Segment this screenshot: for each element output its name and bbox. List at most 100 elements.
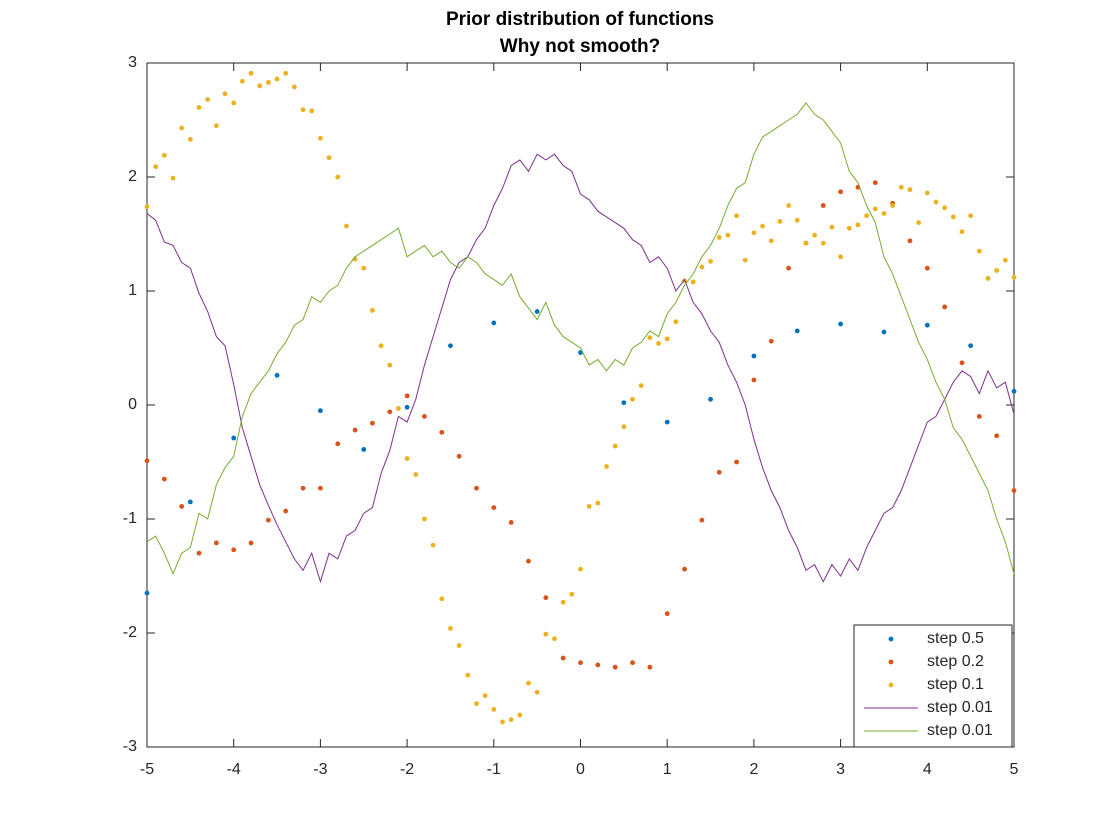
data-point: [396, 406, 401, 411]
data-point: [300, 107, 306, 113]
data-point: [239, 78, 245, 84]
data-point: [682, 566, 687, 572]
data-point: [300, 485, 306, 491]
data-point: [647, 335, 653, 341]
data-point: [942, 205, 948, 211]
data-point: [508, 717, 514, 723]
data-point: [213, 540, 219, 546]
data-point: [604, 464, 609, 469]
data-point: [430, 542, 436, 548]
data-point: [699, 517, 705, 523]
x-tick-label: 5: [1010, 761, 1019, 778]
data-point: [699, 264, 705, 270]
data-point: [326, 155, 332, 161]
data-point: [907, 187, 913, 192]
x-tick-label: -5: [140, 761, 154, 778]
data-point: [482, 693, 488, 699]
x-tick-label: -3: [313, 761, 327, 778]
data-point: [552, 636, 557, 642]
data-point: [257, 83, 263, 89]
data-point: [881, 211, 887, 216]
legend-swatch: [888, 659, 894, 665]
data-point: [456, 453, 462, 459]
data-point: [916, 220, 922, 226]
series-line: [146, 153, 1015, 584]
data-point: [213, 123, 219, 129]
data-point: [231, 100, 237, 106]
data-point: [777, 219, 783, 224]
data-point: [838, 189, 843, 195]
data-point: [335, 174, 341, 180]
y-tick-label: 3: [128, 54, 137, 71]
data-point: [144, 204, 150, 210]
data-point: [673, 319, 679, 325]
legend-label: step 0.01: [927, 722, 993, 739]
data-point: [656, 341, 661, 346]
data-point: [734, 459, 739, 465]
data-point: [612, 664, 618, 670]
data-point: [534, 309, 540, 314]
data-point: [985, 276, 991, 281]
data-point: [465, 672, 471, 678]
data-point: [968, 213, 974, 219]
x-tick-label: -1: [487, 761, 501, 778]
data-point: [361, 447, 367, 452]
data-point: [248, 70, 254, 76]
data-point: [448, 626, 453, 631]
data-point: [838, 254, 843, 260]
data-point: [751, 377, 757, 383]
data-point: [664, 336, 670, 342]
data-point: [543, 595, 549, 601]
data-point: [630, 396, 635, 402]
data-point: [318, 485, 323, 491]
data-point: [794, 328, 800, 334]
data-point: [968, 343, 974, 349]
data-point: [560, 599, 566, 605]
y-tick-label: -3: [123, 738, 137, 755]
legend-label: step 0.01: [927, 699, 993, 716]
data-point: [994, 268, 1000, 273]
data-point: [768, 238, 774, 244]
x-tick-label: 2: [749, 761, 758, 778]
y-tick-label: 1: [128, 282, 137, 299]
data-point: [595, 500, 601, 506]
data-point: [742, 257, 748, 263]
data-point: [976, 248, 982, 254]
data-point: [422, 414, 427, 419]
data-point: [526, 558, 531, 564]
data-point: [794, 217, 800, 223]
data-point: [448, 343, 453, 349]
legend-label: step 0.5: [927, 630, 984, 647]
data-point: [569, 591, 575, 597]
data-point: [283, 70, 289, 76]
data-point: [370, 420, 375, 426]
data-point: [187, 499, 193, 505]
x-tick-label: 1: [663, 761, 672, 778]
data-point: [872, 180, 878, 186]
data-point: [404, 404, 410, 410]
data-point: [890, 203, 896, 208]
data-point: [274, 372, 280, 378]
y-tick-label: 2: [128, 168, 137, 185]
data-point: [265, 517, 271, 523]
data-point: [1011, 274, 1017, 280]
data-point: [716, 235, 722, 240]
data-point: [439, 596, 445, 602]
data-point: [959, 229, 965, 235]
data-point: [855, 222, 861, 228]
x-tick-label: -2: [400, 761, 414, 778]
data-point: [690, 279, 696, 285]
data-point: [387, 409, 393, 415]
data-point: [344, 223, 349, 229]
data-point: [907, 238, 913, 244]
y-tick-label: 0: [128, 396, 137, 413]
y-tick-label: -2: [123, 624, 137, 641]
x-tick-label: -4: [227, 761, 241, 778]
data-point: [725, 232, 731, 238]
data-point: [751, 353, 757, 359]
data-point: [864, 213, 870, 219]
data-point: [517, 712, 523, 718]
data-point: [508, 520, 514, 525]
data-point: [491, 320, 497, 326]
